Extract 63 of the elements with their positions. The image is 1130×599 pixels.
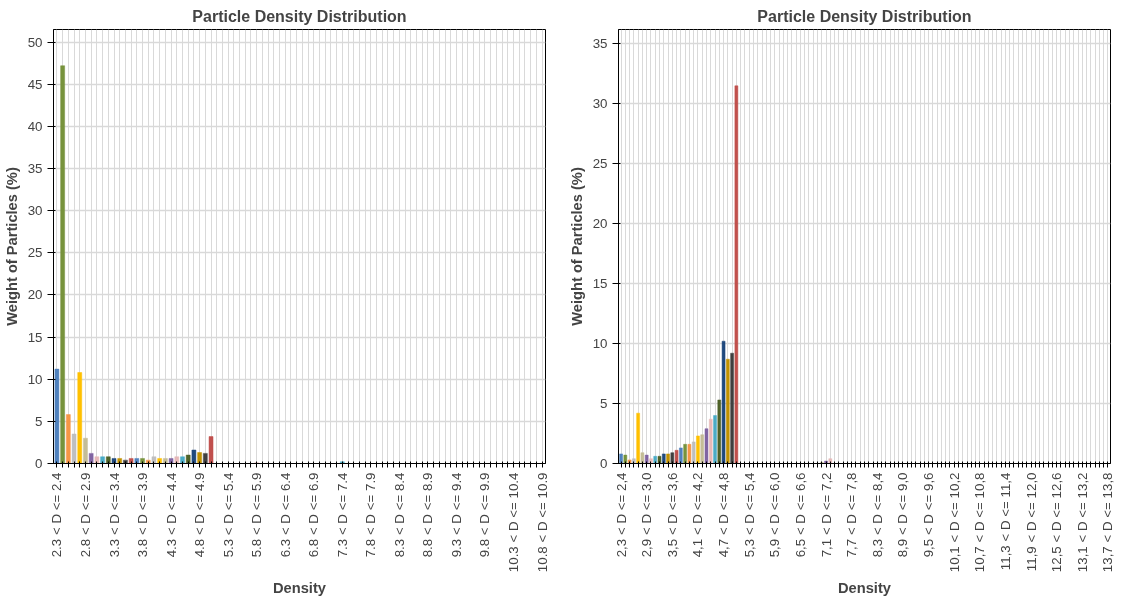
- y-tick-label: 0: [35, 456, 43, 471]
- x-tick-label: 7,1 < D <= 7,2: [818, 472, 834, 558]
- x-tick-label: 11,3 < D <= 11,4: [997, 471, 1013, 571]
- x-tick-label: 3.8 < D <= 3.9: [135, 472, 151, 558]
- y-axis-title: Weight of Particles (%): [568, 167, 585, 326]
- x-tick-label: 2,9 < D <= 3,0: [639, 472, 655, 558]
- x-tick-label: 4,1 < D <= 4,2: [690, 472, 706, 558]
- chart-title: Particle Density Distribution: [757, 7, 972, 25]
- y-tick-label: 25: [27, 245, 43, 261]
- x-tick-label: 6.3 < D <= 6.4: [277, 471, 293, 558]
- x-tick-label: 7.8 < D <= 7.9: [363, 472, 379, 558]
- x-tick-label: 10,1 < D <= 10,2: [946, 472, 962, 573]
- x-tick-label: 13,1 < D <= 13,2: [1074, 472, 1090, 573]
- x-tick-label: 8.3 < D <= 8.4: [391, 471, 407, 558]
- y-tick-label: 45: [27, 76, 43, 92]
- x-tick-label: 8,3 < D <= 8,4: [869, 471, 885, 558]
- y-tick-label: 5: [600, 396, 608, 412]
- y-tick-label: 15: [592, 276, 608, 292]
- x-tick-label: 5,3 < D <= 5,4: [741, 471, 757, 558]
- chart-title: Particle Density Distribution: [192, 7, 407, 25]
- y-tick-label: 50: [27, 34, 43, 50]
- y-tick-label: 0: [600, 456, 608, 471]
- x-tick-label: 6.8 < D <= 6.9: [306, 472, 322, 558]
- x-tick-label: 10.8 < D <= 10.9: [534, 472, 550, 573]
- x-tick-label: 2.8 < D <= 2.9: [77, 472, 93, 558]
- y-tick-label: 35: [592, 36, 608, 52]
- y-tick-label: 20: [27, 287, 43, 303]
- x-tick-label: 10.3 < D <= 10.4: [506, 471, 522, 573]
- x-tick-label: 10,7 < D <= 10,8: [972, 472, 988, 573]
- x-tick-label: 11,9 < D <= 12,0: [1023, 472, 1039, 572]
- x-axis-title: Density: [838, 580, 892, 597]
- x-tick-label: 12,5 < D <= 12,6: [1049, 472, 1065, 573]
- x-tick-label: 8,9 < D <= 9,0: [895, 472, 911, 558]
- y-tick-label: 5: [35, 413, 43, 429]
- y-tick-label: 30: [592, 96, 608, 112]
- x-tick-label: 9.3 < D <= 9.4: [448, 471, 464, 558]
- y-tick-label: 20: [592, 216, 608, 232]
- x-tick-label: 7,7 < D <= 7,8: [844, 472, 860, 558]
- x-tick-label: 8.8 < D <= 8.9: [420, 472, 436, 558]
- y-tick-label: 40: [27, 118, 43, 134]
- x-tick-label: 3.3 < D <= 3.4: [106, 471, 122, 558]
- x-tick-label: 4.3 < D <= 4.4: [163, 471, 179, 558]
- x-tick-label: 7.3 < D <= 7.4: [334, 471, 350, 558]
- y-tick-label: 35: [27, 161, 43, 177]
- y-tick-label: 15: [27, 329, 43, 345]
- y-axis-title: Weight of Particles (%): [3, 167, 20, 326]
- x-tick-label: 3,5 < D <= 3,6: [664, 472, 680, 558]
- y-tick-label: 30: [27, 203, 43, 219]
- x-tick-label: 9,5 < D <= 9,6: [921, 472, 937, 558]
- x-tick-label: 5.3 < D <= 5.4: [220, 471, 236, 558]
- x-tick-label: 13,7 < D <= 13,8: [1100, 472, 1116, 573]
- x-tick-label: 6,5 < D <= 6,6: [792, 472, 808, 558]
- y-tick-label: 25: [592, 156, 608, 172]
- x-tick-label: 2.3 < D <= 2.4: [49, 471, 65, 558]
- x-tick-label: 9.8 < D <= 9.9: [477, 472, 493, 558]
- y-tick-label: 10: [27, 371, 43, 387]
- x-tick-label: 4,7 < D <= 4,8: [716, 472, 732, 558]
- y-tick-label: 10: [592, 336, 608, 352]
- x-tick-label: 2,3 < D <= 2,4: [613, 471, 629, 558]
- x-tick-label: 5.8 < D <= 5.9: [249, 472, 265, 558]
- x-axis-title: Density: [273, 580, 327, 597]
- x-tick-label: 4.8 < D <= 4.9: [192, 472, 208, 558]
- x-tick-label: 5,9 < D <= 6,0: [767, 472, 783, 558]
